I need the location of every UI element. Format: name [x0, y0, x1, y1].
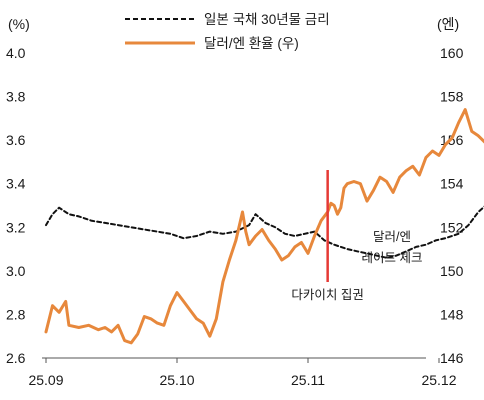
y-left-tick-label: 2.6	[6, 350, 26, 366]
y-right-tick-label: 152	[440, 219, 464, 235]
y-left-tick-label: 3.4	[6, 176, 26, 192]
y-left-tick-label: 4.0	[6, 45, 26, 61]
y-right-tick-label: 146	[440, 350, 464, 366]
y-left-tick-label: 2.8	[6, 306, 26, 322]
y-left-tick-label: 3.2	[6, 219, 26, 235]
y-right-unit: (엔)	[437, 16, 459, 32]
y-left-tick-label: 3.0	[6, 263, 26, 279]
series-line-jgb30y	[45, 205, 484, 259]
series-line-usdjpy	[44, 108, 484, 345]
y-right-tick-label: 160	[440, 45, 464, 61]
y-left-tick-label: 3.6	[6, 132, 26, 148]
x-tick-label: 25.11	[291, 372, 325, 388]
y-left-unit: (%)	[8, 16, 30, 32]
x-tick-label: 25.10	[159, 372, 194, 388]
event-label-takaichi: 다카이치 집권	[291, 288, 363, 302]
y-right-tick-label: 150	[440, 263, 464, 279]
event-label-rate-check: 레이트 체크	[362, 251, 423, 265]
y-right-tick-label: 154	[440, 176, 464, 192]
y-left-tick-label: 3.8	[6, 89, 26, 105]
series-layer	[44, 108, 484, 345]
x-tick-label: 25.09	[28, 372, 63, 388]
y-right-tick-label: 158	[440, 89, 464, 105]
legend-label-usdjpy: 달러/엔 환율 (우)	[204, 36, 299, 51]
y-right-tick-label: 148	[440, 306, 464, 322]
legend-label-jgb30y: 일본 국채 30년물 금리	[204, 12, 330, 27]
legend: 일본 국채 30년물 금리 달러/엔 환율 (우)	[125, 12, 330, 51]
y-left-ticks: 2.6 2.8 3.0 3.2 3.4 3.6 3.8 4.0	[6, 45, 26, 366]
x-tick-label: 25.12	[421, 372, 456, 388]
event-label-rate-check: 달러/엔	[373, 230, 411, 244]
